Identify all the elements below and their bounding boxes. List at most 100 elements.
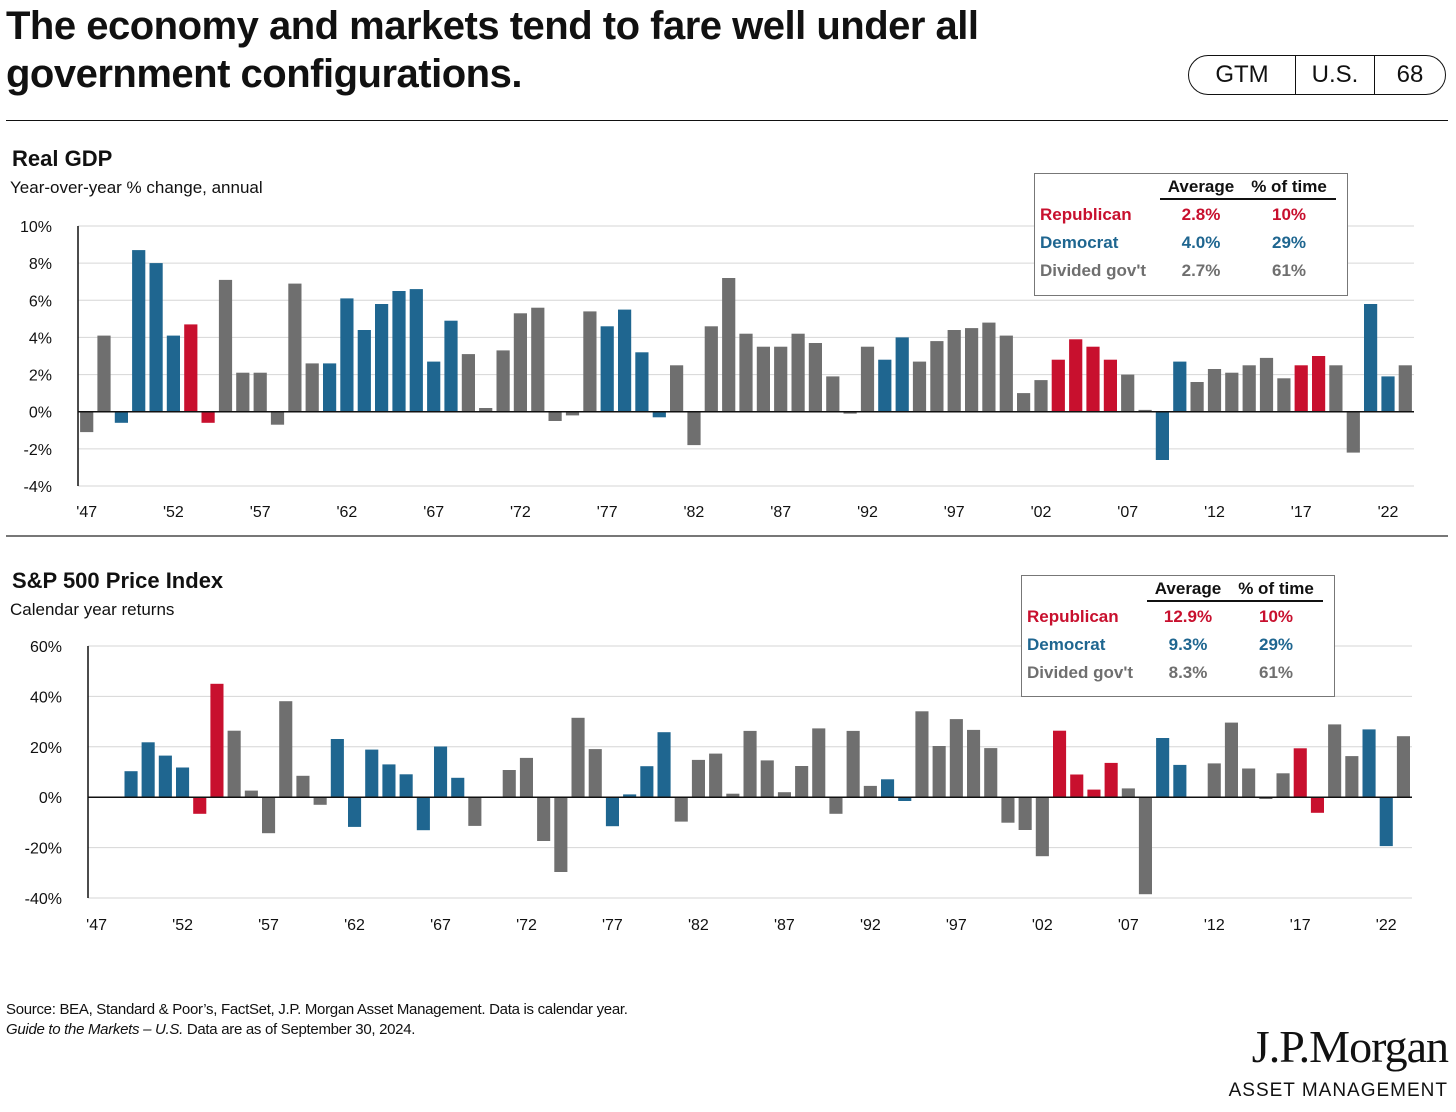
gdp-bar xyxy=(1329,365,1343,412)
sp-legend-republican-average: 12.9% xyxy=(1163,607,1213,626)
footer-source: Source: BEA, Standard & Poor’s, FactSet,… xyxy=(6,1001,628,1018)
sp-ytick-label: 40% xyxy=(30,689,62,706)
sp-ytick-label: 60% xyxy=(30,639,62,656)
sp-bar xyxy=(1156,738,1170,798)
gdp-ytick-label: -4% xyxy=(24,479,52,496)
sp-legend-republican-pct: 10% xyxy=(1258,607,1294,626)
sp-xtick-label: '07 xyxy=(1118,917,1139,934)
gdp-bar xyxy=(288,283,302,412)
gdp-bar xyxy=(80,411,94,433)
gdp-bar xyxy=(687,411,701,446)
badge-region: U.S. xyxy=(1296,56,1375,94)
sp-bar xyxy=(348,797,362,827)
sp-bar xyxy=(330,739,344,798)
gdp-bar xyxy=(149,263,163,412)
gdp-xtick-label: '22 xyxy=(1378,504,1399,521)
sp-xtick-label: '57 xyxy=(258,917,279,934)
gdp-legend-divided-pct: 61% xyxy=(1271,261,1307,280)
sp-bar xyxy=(262,797,276,834)
sp-bar xyxy=(176,767,190,798)
gdp-bar xyxy=(912,361,927,412)
sp-bar xyxy=(124,771,138,798)
gdp-legend-republican-label: Republican xyxy=(1040,204,1132,224)
gdp-bar xyxy=(860,346,875,412)
gdp-bar xyxy=(808,343,822,412)
sp-bar xyxy=(365,749,379,798)
gdp-bar xyxy=(826,376,840,412)
gdp-bar xyxy=(340,298,354,412)
sp-xtick-label: '52 xyxy=(172,917,193,934)
sp-bar xyxy=(605,797,619,827)
gdp-bar xyxy=(947,330,961,412)
sp-bar xyxy=(1001,797,1015,823)
sp-legend-republican-label: Republican xyxy=(1027,606,1119,626)
gdp-bar xyxy=(843,411,857,414)
panel-divider xyxy=(6,535,1448,537)
gdp-legend-divided-average: 2.7% xyxy=(1181,261,1221,280)
gdp-bar xyxy=(1155,411,1169,460)
sp-xtick-label: '97 xyxy=(946,917,967,934)
gdp-ytick-label: 2% xyxy=(29,368,52,385)
sp-bar xyxy=(1173,764,1187,798)
sp-bar xyxy=(1310,797,1324,813)
sp-bar xyxy=(451,777,465,798)
gdp-bar xyxy=(1103,359,1117,412)
gdp-legend-divided-label: Divided gov't xyxy=(1040,261,1147,280)
sp-bar xyxy=(399,774,413,798)
sp-bar xyxy=(1070,774,1084,798)
sp-bar xyxy=(984,748,998,798)
sp-xtick-label: '67 xyxy=(430,917,451,934)
sp-bar xyxy=(468,797,482,826)
gdp-bar xyxy=(1259,357,1274,412)
jpmorgan-logo: J.P.Morgan ASSET MANAGEMENT xyxy=(1229,1021,1449,1102)
sp-bar xyxy=(1224,722,1238,798)
gdp-bar xyxy=(1381,376,1395,412)
sp-legend-divided-pct: 61% xyxy=(1258,663,1294,682)
sp-bar xyxy=(1242,768,1256,798)
gdp-bar xyxy=(132,250,146,412)
sp-bar xyxy=(588,749,602,798)
sp-panel-subtitle: Calendar year returns xyxy=(10,600,175,619)
sp-bar xyxy=(691,759,705,798)
sp-bar xyxy=(795,766,809,798)
sp-legend: Average % of time Republican 12.9% 10% D… xyxy=(1021,575,1335,697)
gdp-bar xyxy=(1346,411,1360,453)
sp-xtick-label: '72 xyxy=(516,917,537,934)
gdp-bar xyxy=(670,365,684,412)
sp-bar xyxy=(1207,763,1221,798)
sp-bar xyxy=(1104,762,1118,798)
gdp-bar xyxy=(461,354,475,412)
gdp-xtick-label: '82 xyxy=(683,504,704,521)
gdp-xtick-label: '92 xyxy=(857,504,878,521)
gdp-bar xyxy=(1312,356,1326,412)
sp-bar xyxy=(1276,773,1290,798)
sp-bar xyxy=(193,797,207,814)
sp-bar xyxy=(760,760,774,798)
gdp-bar xyxy=(965,328,979,412)
sp-bar xyxy=(743,730,757,798)
gdp-bar xyxy=(201,411,215,423)
sp-xtick-label: '62 xyxy=(344,917,365,934)
gdp-bar xyxy=(97,335,111,412)
gdp-bar xyxy=(1069,339,1083,412)
sp-xtick-label: '92 xyxy=(860,917,881,934)
logo-brand: J.P.Morgan xyxy=(1251,1021,1449,1072)
gdp-bar xyxy=(1398,365,1412,412)
gdp-bar xyxy=(392,291,406,412)
sp-bar xyxy=(829,797,843,814)
gdp-xtick-label: '62 xyxy=(336,504,357,521)
sp-legend-header-average: Average xyxy=(1147,579,1229,602)
sp-bar xyxy=(434,746,448,798)
gdp-ytick-label: 4% xyxy=(29,330,52,347)
gdp-bar xyxy=(878,359,892,412)
footer-guide: Guide to the Markets – U.S. Data are as … xyxy=(6,1020,628,1040)
sp-bar xyxy=(1035,797,1049,857)
sp-bar xyxy=(1362,729,1376,798)
sp-ytick-label: 0% xyxy=(39,790,62,807)
gdp-xtick-label: '87 xyxy=(770,504,791,521)
sp-xtick-label: '17 xyxy=(1290,917,1311,934)
gdp-bar xyxy=(548,411,562,421)
gdp-bar xyxy=(270,411,285,425)
sp-legend-header-pct: % of time xyxy=(1229,579,1323,602)
gdp-bar xyxy=(704,326,718,412)
